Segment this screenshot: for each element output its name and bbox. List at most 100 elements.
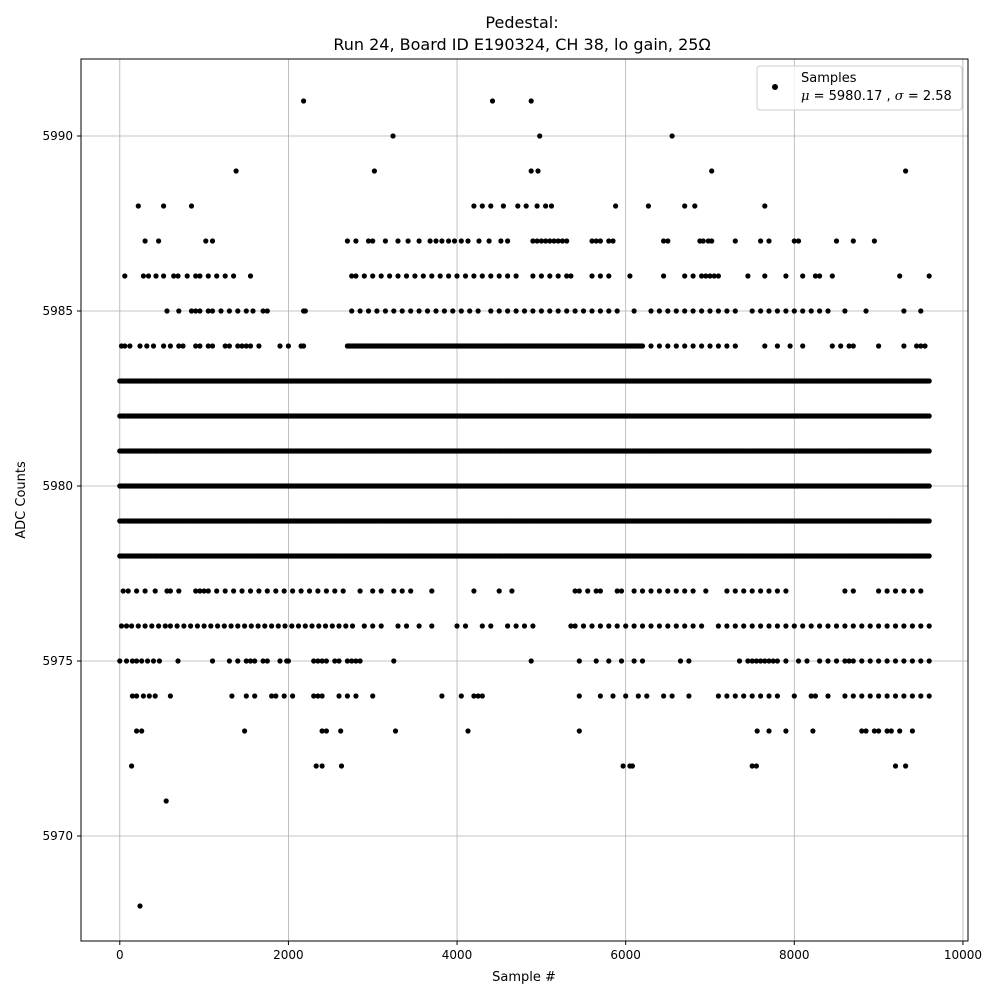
data-point <box>783 308 789 314</box>
data-point <box>399 588 405 594</box>
data-point <box>901 693 907 699</box>
data-point <box>250 308 256 314</box>
data-point <box>235 623 241 629</box>
data-point <box>548 203 555 209</box>
data-point <box>197 308 203 314</box>
data-point <box>209 658 216 664</box>
data-point <box>285 343 291 349</box>
data-point <box>732 238 738 244</box>
data-point <box>897 273 903 279</box>
data-point <box>842 623 848 629</box>
data-point <box>353 658 359 664</box>
data-point <box>800 343 806 349</box>
data-point <box>329 623 335 629</box>
data-point <box>648 588 654 594</box>
data-point <box>295 623 302 629</box>
data-point <box>458 308 464 314</box>
data-point <box>281 588 287 594</box>
data-point <box>180 343 186 349</box>
data-point <box>606 273 612 279</box>
data-point <box>118 623 125 629</box>
data-point <box>391 588 397 594</box>
data-point <box>741 588 747 594</box>
data-point <box>914 343 920 349</box>
y-tick-label: 5980 <box>42 479 73 493</box>
data-point <box>669 693 675 699</box>
data-point <box>405 238 411 244</box>
data-point <box>682 203 688 209</box>
data-point <box>309 623 315 629</box>
x-tick-label: 0 <box>116 948 124 962</box>
data-point <box>218 308 224 314</box>
data-point <box>408 588 414 594</box>
data-point <box>538 238 545 244</box>
data-point <box>627 273 633 279</box>
data-point <box>357 308 363 314</box>
data-point <box>242 623 248 629</box>
x-tick-label: 4000 <box>442 948 473 962</box>
plot-frame <box>80 58 969 942</box>
data-point <box>392 728 399 734</box>
data-point <box>690 623 696 629</box>
data-point <box>711 273 717 279</box>
data-point <box>427 238 433 244</box>
data-point <box>269 693 275 699</box>
data-point <box>156 658 162 664</box>
data-point <box>338 763 345 769</box>
data-point <box>535 168 541 174</box>
data-point <box>724 343 730 349</box>
data-point <box>673 588 679 594</box>
data-point <box>390 133 396 139</box>
data-point <box>876 728 882 734</box>
data-point <box>648 308 654 314</box>
data-point <box>606 658 612 664</box>
data-point <box>631 588 637 594</box>
data-point <box>467 308 473 314</box>
data-point <box>496 588 502 594</box>
data-point <box>661 238 667 244</box>
data-point <box>479 203 485 209</box>
data-point <box>311 693 317 699</box>
data-point <box>336 623 342 629</box>
data-point <box>909 623 916 629</box>
data-point <box>926 658 932 664</box>
data-point <box>361 273 367 279</box>
data-point <box>576 588 582 594</box>
data-point <box>859 693 865 699</box>
data-point <box>378 623 384 629</box>
data-point <box>618 658 625 664</box>
data-point <box>665 623 671 629</box>
data-point <box>528 658 534 664</box>
data-point <box>812 273 819 279</box>
data-point <box>543 238 549 244</box>
data-point <box>673 308 679 314</box>
data-point <box>231 273 237 279</box>
data-point <box>513 308 519 314</box>
data-point <box>302 623 308 629</box>
data-point <box>137 343 143 349</box>
data-point <box>233 168 239 174</box>
data-point <box>228 623 234 629</box>
data-point <box>349 273 355 279</box>
data-point <box>631 308 637 314</box>
data-point <box>319 728 325 734</box>
data-point <box>576 693 582 699</box>
data-point <box>661 273 667 279</box>
data-point <box>774 308 781 314</box>
data-point <box>357 658 363 664</box>
data-point <box>399 308 405 314</box>
data-point <box>897 728 903 734</box>
data-point <box>762 343 768 349</box>
data-point <box>197 588 203 594</box>
data-point <box>918 343 924 349</box>
data-point <box>537 133 543 139</box>
data-point <box>673 343 679 349</box>
data-point <box>140 693 146 699</box>
data-point <box>391 308 397 314</box>
data-point <box>264 308 270 314</box>
y-axis-label: ADC Counts <box>14 461 29 539</box>
data-point <box>732 343 738 349</box>
data-point <box>323 728 329 734</box>
data-point <box>338 728 344 734</box>
data-point <box>433 308 439 314</box>
